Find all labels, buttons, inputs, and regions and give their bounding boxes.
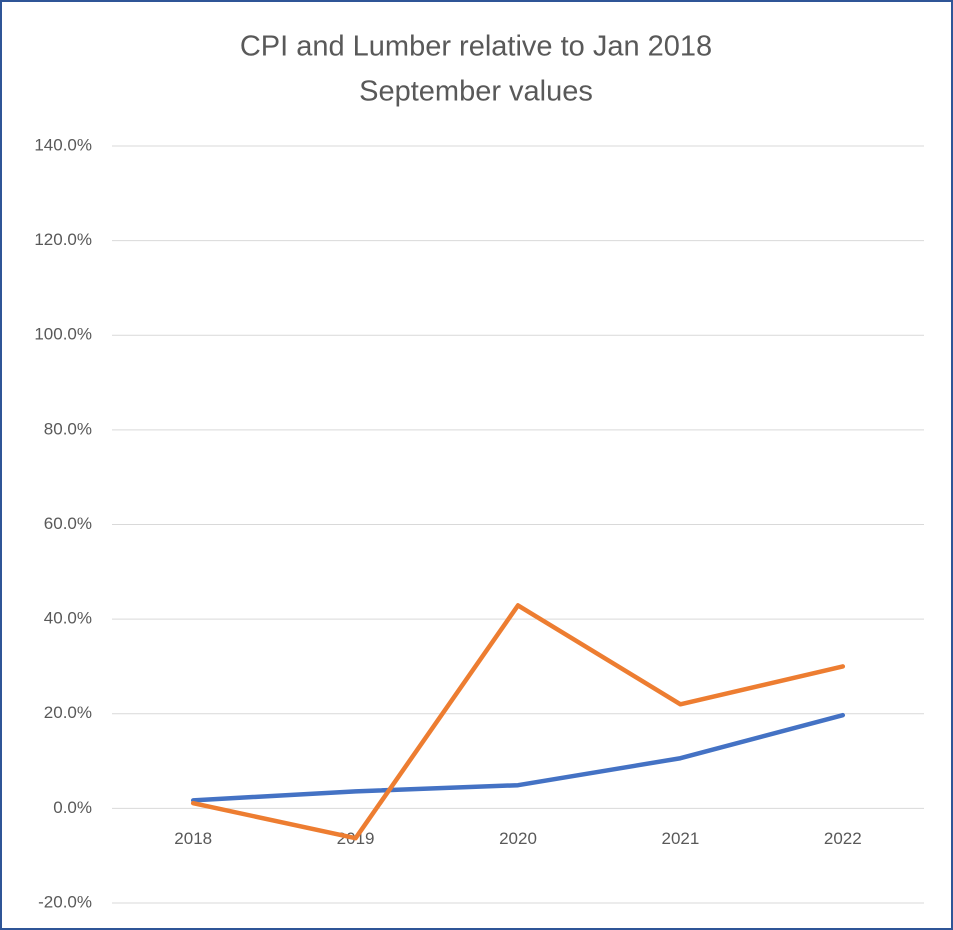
x-tick-label: 2022 [824, 829, 862, 848]
chart-title: CPI and Lumber relative to Jan 2018 [240, 31, 712, 63]
chart-subtitle: September values [359, 76, 593, 108]
y-tick-label: 120.0% [34, 230, 92, 249]
x-tick-label: 2018 [174, 829, 212, 848]
series-line [190, 712, 846, 803]
x-tick-label: 2020 [499, 829, 537, 848]
y-tick-label: -20.0% [38, 892, 92, 911]
y-tick-label: 60.0% [44, 514, 92, 533]
series-line [190, 603, 846, 841]
y-tick-label: 100.0% [34, 325, 92, 344]
y-tick-label: 140.0% [34, 135, 92, 154]
y-tick-label: 40.0% [44, 609, 92, 628]
y-tick-label: 80.0% [44, 419, 92, 438]
y-tick-label: 20.0% [44, 703, 92, 722]
y-tick-label: 0.0% [53, 798, 92, 817]
x-tick-label: 2021 [661, 829, 699, 848]
